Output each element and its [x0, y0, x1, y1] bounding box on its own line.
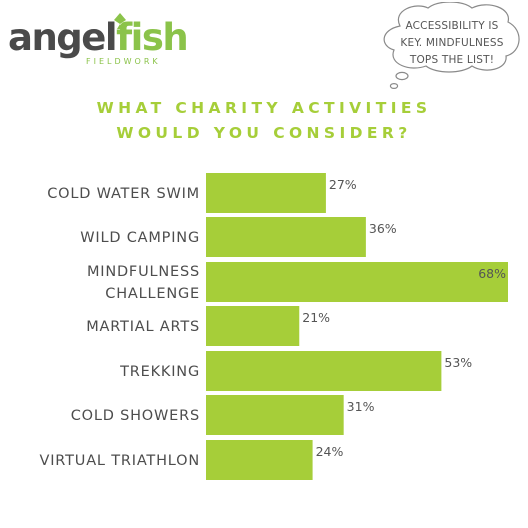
- bar: [206, 395, 344, 435]
- value-label: 24%: [316, 444, 344, 459]
- brand-name-part1: angel: [8, 16, 118, 59]
- callout-bubble: ACCESSIBILITY IS KEY. MINDFULNESS TOPS T…: [380, 1, 524, 92]
- category-label: MARTIAL ARTS: [86, 319, 200, 335]
- category-label: TREKKING: [119, 364, 200, 380]
- callout-line: TOPS THE LIST!: [409, 54, 495, 66]
- brand-tagline: FIELDWORK: [86, 57, 161, 66]
- category-label: WILD CAMPING: [80, 230, 200, 246]
- callout-line: KEY. MINDFULNESS: [400, 37, 504, 49]
- value-label: 68%: [478, 266, 506, 281]
- category-label: COLD WATER SWIM: [47, 186, 200, 202]
- value-label: 36%: [369, 221, 397, 236]
- chart-title-line: WHAT CHARITY ACTIVITIES: [96, 99, 432, 117]
- brand-name-part2: fish: [116, 16, 189, 59]
- bar: [206, 440, 313, 480]
- callout-text: ACCESSIBILITY IS KEY. MINDFULNESS TOPS T…: [380, 18, 524, 69]
- category-label: CHALLENGE: [105, 286, 200, 302]
- bar: [206, 173, 326, 213]
- value-label: 31%: [347, 399, 375, 414]
- bar: [206, 351, 442, 391]
- value-label: 53%: [444, 355, 472, 370]
- brand-name: angelfish: [8, 16, 189, 59]
- value-label: 21%: [302, 310, 330, 325]
- brand-logo: angelfish FIELDWORK: [0, 0, 189, 80]
- category-label: MINDFULNESS: [87, 264, 200, 280]
- bar: [206, 262, 508, 302]
- chart-title-line: WOULD YOU CONSIDER?: [116, 124, 412, 142]
- category-label: VIRTUAL TRIATHLON: [40, 453, 200, 469]
- angelfish-icon: [114, 13, 126, 29]
- value-label: 27%: [329, 177, 357, 192]
- category-label: COLD SHOWERS: [71, 408, 200, 424]
- bar: [206, 217, 366, 257]
- thought-bubble-icon: [383, 1, 520, 89]
- bar: [206, 306, 300, 346]
- callout-line: ACCESSIBILITY IS: [405, 20, 499, 32]
- chart-title: WHAT CHARITY ACTIVITIES WOULD YOU CONSID…: [0, 96, 528, 146]
